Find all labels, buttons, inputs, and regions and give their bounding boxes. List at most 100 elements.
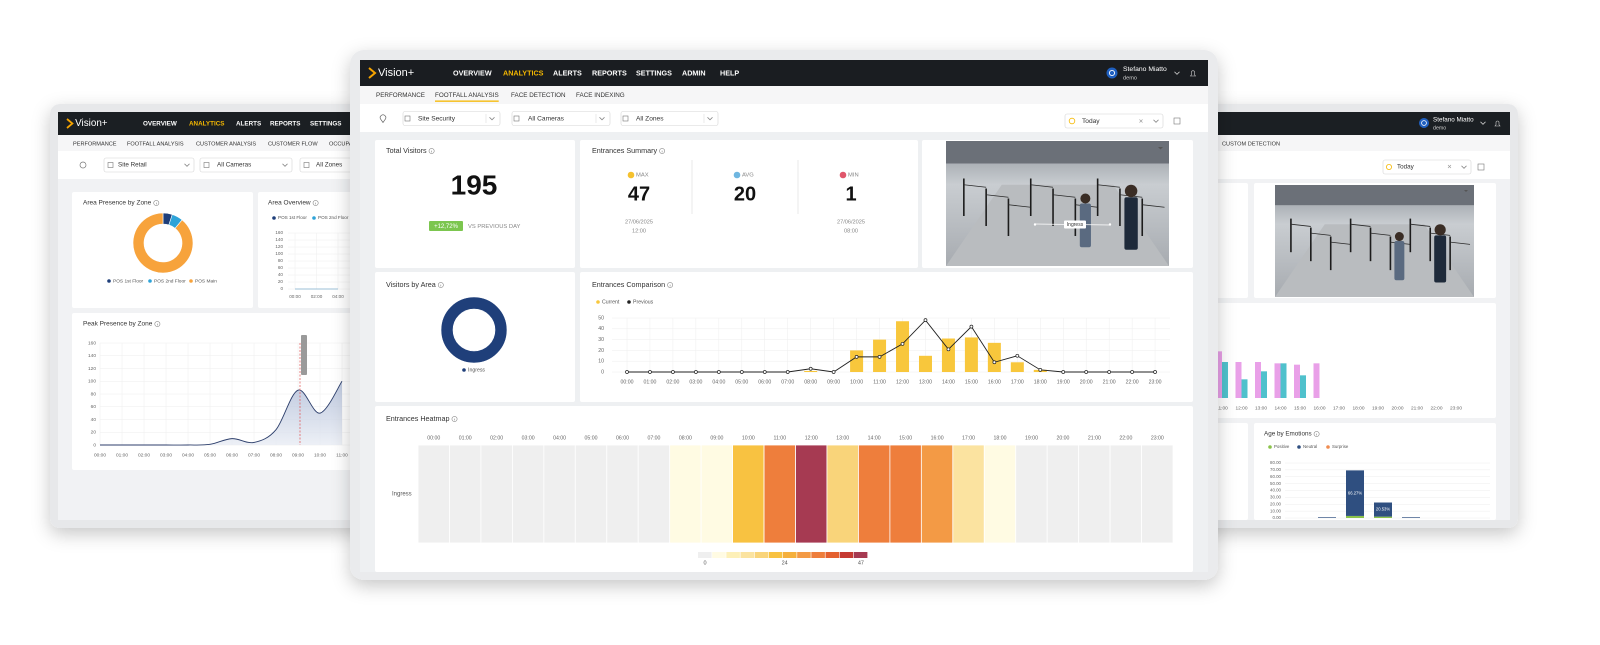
line-point [854, 355, 859, 359]
filter-dropdown[interactable] [511, 111, 611, 126]
user-avatar [1106, 67, 1118, 79]
legend-swatch [797, 552, 811, 558]
nav-item[interactable]: REPORTS [270, 121, 300, 128]
line-point [808, 366, 813, 371]
info-icon [428, 148, 435, 154]
line-point [648, 370, 652, 374]
tab[interactable]: FOOTFALL ANALYSIS [127, 141, 184, 147]
nav-item[interactable]: OVERVIEW [143, 121, 177, 128]
column-label: 06:00 [616, 435, 629, 441]
x-tick-label: 12:00 [896, 379, 909, 385]
person [1124, 197, 1138, 250]
legend-swatch [754, 552, 769, 558]
nav-item[interactable]: SETTINGS [636, 68, 672, 77]
top-bar [360, 60, 1208, 86]
heatmap-cell [449, 444, 482, 544]
x-tick-label: 09:00 [292, 452, 304, 458]
filter-dropdown[interactable] [199, 157, 293, 173]
person-head [1080, 193, 1091, 204]
panel [580, 140, 918, 268]
column-label: 15:00 [899, 435, 912, 441]
x-tick-label: 13:00 [919, 379, 932, 385]
legend-marker [1297, 445, 1301, 449]
x-tick-label: 17:00 [1333, 405, 1345, 411]
y-tick-label: 10 [598, 359, 604, 365]
stat-label: AVG [742, 173, 754, 179]
belt [1290, 223, 1311, 227]
belt [1330, 241, 1351, 245]
logo-mark [66, 118, 74, 129]
y-tick-label: 20 [598, 348, 604, 354]
tab[interactable]: FACE DETECTION [511, 92, 566, 99]
tab[interactable]: FACE INDEXING [576, 92, 625, 99]
tab[interactable]: FOOTFALL ANALYSIS [435, 92, 499, 99]
y-tick-label: 160 [275, 230, 283, 235]
nav-item[interactable]: ANALYTICS [189, 121, 224, 128]
nav-item[interactable]: SETTINGS [310, 121, 342, 128]
legend-marker [312, 216, 316, 220]
clock-icon [1068, 117, 1076, 125]
nav-item[interactable]: ALERTS [553, 68, 582, 77]
heatmap-cell [637, 444, 671, 544]
panel-title: Area Overview [268, 200, 311, 207]
nav-item[interactable]: ALERTS [236, 121, 261, 128]
kpi-value: 195 [451, 169, 498, 200]
tab[interactable]: CUSTOMER FLOW [268, 141, 318, 147]
tab[interactable]: OCCUPANCY [329, 141, 365, 147]
line-point [1130, 370, 1134, 374]
stat-time: 08:00 [844, 228, 858, 234]
tab[interactable]: PERFORMANCE [73, 141, 117, 147]
nav-item[interactable]: ANALYTICS [503, 68, 544, 77]
date-value: Today [1397, 164, 1415, 171]
bar [964, 337, 978, 372]
filter-dropdown[interactable] [103, 157, 195, 173]
filter-dropdown[interactable] [402, 111, 501, 126]
x-tick-label: 07:00 [248, 452, 260, 458]
tab[interactable]: CUSTOM DETECTION [1222, 141, 1280, 147]
y-tick-label: 10.00 [1270, 508, 1282, 513]
person [1394, 241, 1405, 281]
column-label: 23:00 [1151, 435, 1164, 441]
filter-icon [107, 162, 114, 168]
tab[interactable]: CUSTOMER ANALYSIS [196, 141, 256, 147]
belt [1097, 184, 1120, 188]
calendar-icon [1477, 163, 1485, 171]
column-label: 19:00 [1025, 435, 1038, 441]
y-tick-label: 20 [278, 279, 284, 284]
date-dropdown[interactable] [1064, 113, 1164, 129]
panel-title: Total Visitors [386, 146, 427, 155]
tripwire-end [1033, 223, 1037, 226]
panel-title: Entrances Comparison [592, 280, 665, 289]
x-tick-label: 19:00 [1372, 405, 1384, 411]
filter-dropdown[interactable] [620, 111, 719, 126]
line-point [739, 370, 744, 374]
bell-icon [1189, 70, 1197, 77]
tab[interactable]: PERFORMANCE [376, 92, 425, 99]
date-dropdown[interactable] [1382, 159, 1472, 175]
heatmap-cell [920, 444, 954, 544]
line-point [923, 318, 928, 323]
legend-tick-label: 47 [858, 560, 864, 566]
x-tick-label: 02:00 [311, 294, 323, 299]
x-tick-label: 22:00 [1126, 379, 1139, 385]
x-tick-label: 00:00 [621, 379, 634, 385]
x-tick-label: 20:00 [1391, 405, 1403, 411]
x-tick-label: 08:00 [270, 452, 282, 458]
dropdown-chevron [707, 117, 713, 121]
user-avatar-glyph [1421, 120, 1427, 126]
heatmap-cell [952, 444, 985, 544]
x-tick-label: 22:00 [1430, 405, 1442, 411]
expand-icon [1158, 147, 1163, 150]
nav-item[interactable]: HELP [720, 68, 739, 77]
y-tick-label: 80.00 [1270, 460, 1282, 465]
heatmap-cell [795, 444, 828, 544]
info-icon [659, 148, 666, 154]
bar-segment [1374, 516, 1392, 518]
camera-floor [946, 184, 1169, 266]
nav-item[interactable]: REPORTS [592, 68, 627, 77]
belt [1052, 194, 1076, 198]
nav-item[interactable]: ADMIN [682, 68, 706, 77]
bar [1274, 363, 1281, 398]
stat-value: 47 [628, 183, 650, 205]
nav-item[interactable]: OVERVIEW [453, 68, 492, 77]
